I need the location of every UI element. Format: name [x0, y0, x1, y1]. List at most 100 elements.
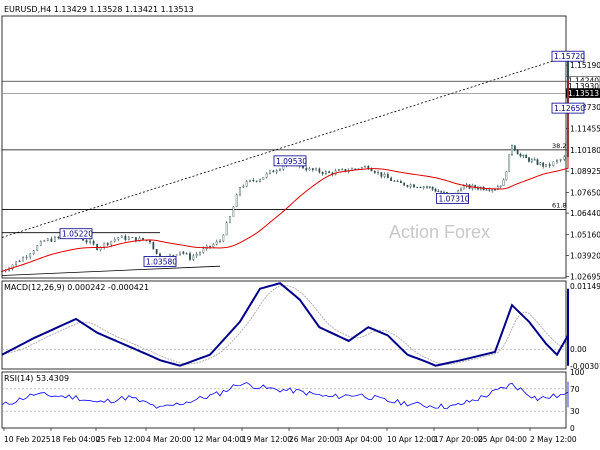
candle-body: [419, 187, 422, 189]
candle-body: [25, 256, 28, 258]
candle-body: [545, 164, 547, 167]
candle-body: [311, 168, 314, 171]
candle-body: [508, 154, 511, 172]
candle-body: [53, 236, 56, 242]
date-tick-label: 26 Mar 20:00: [289, 435, 339, 444]
candle-body: [222, 234, 225, 242]
candle-body: [499, 185, 502, 187]
candle-body: [321, 172, 324, 175]
annotation-label: 1.15720: [554, 52, 585, 61]
candle-body: [192, 255, 195, 260]
candle-body: [36, 245, 39, 251]
candle-body: [393, 180, 396, 182]
macd-line: [1, 282, 569, 367]
candle-body: [328, 171, 331, 173]
chart-title: EURUSD,H4 1.13429 1.13528 1.13421 1.1351…: [4, 5, 194, 14]
candle-body: [239, 187, 241, 195]
candle-body: [127, 237, 130, 241]
macd-tick-label: -0.003072: [570, 362, 600, 371]
candle-body: [409, 184, 412, 187]
candle-body: [175, 254, 178, 256]
price-tick-label: 1.08925: [570, 167, 600, 176]
candle-body: [308, 168, 311, 171]
candle-body: [567, 67, 569, 80]
candle-body: [522, 155, 525, 157]
macd-tick-label: 0.011499: [570, 282, 600, 291]
rsi-title: RSI(14) 53.4309: [4, 374, 69, 383]
rsi-line: [1, 381, 569, 410]
candle-body: [259, 179, 261, 182]
candle-body: [431, 186, 434, 190]
candle-body: [491, 189, 494, 191]
candle-body: [516, 150, 519, 155]
candle-body: [383, 174, 386, 177]
candle-body: [315, 168, 317, 171]
candle-body: [172, 254, 175, 256]
price-tick-label: 1.10180: [570, 146, 600, 155]
price-tick-label: 1.03920: [570, 252, 600, 261]
candle-body: [400, 181, 402, 184]
date-tick-label: 10 Feb 2025: [4, 435, 51, 444]
candle-body: [120, 235, 123, 238]
candle-body: [373, 170, 376, 174]
trendline: [1, 55, 569, 238]
candle-body: [324, 171, 327, 175]
date-tick-label: 18 Feb 04:00: [51, 435, 100, 444]
main-panel-frame: [1, 15, 567, 279]
candle-body: [209, 245, 211, 247]
candle-body: [502, 179, 505, 186]
candle-body: [528, 157, 530, 162]
candle-body: [462, 185, 465, 190]
trendline: [1, 265, 221, 276]
candle-body: [539, 162, 542, 165]
candle-body: [252, 179, 255, 182]
candle-body: [255, 180, 258, 182]
candle-body: [46, 238, 49, 241]
candle-body: [513, 145, 516, 151]
candle-body: [245, 181, 248, 187]
annotation-box: [551, 102, 585, 114]
candle-body: [89, 240, 91, 243]
candle-body: [85, 240, 88, 243]
annotation-label: 1.09530: [276, 157, 307, 166]
candle-body: [396, 180, 399, 182]
date-tick-label: 25 Feb 12:00: [96, 435, 145, 444]
candle-body: [50, 238, 53, 242]
candle-body: [403, 182, 406, 186]
candle-body: [279, 169, 281, 171]
candle-body: [185, 253, 188, 255]
candle-body: [265, 173, 268, 178]
candle-body: [525, 155, 528, 158]
candle-body: [563, 156, 566, 160]
annotation-label: 1.05220: [62, 230, 93, 239]
candle-body: [406, 185, 409, 187]
candle-body: [519, 154, 522, 157]
candle-body: [377, 172, 379, 174]
price-label-box: [565, 88, 600, 98]
candle-body: [460, 188, 462, 191]
candle-body: [18, 261, 21, 263]
candle-body: [202, 248, 205, 253]
candle-body: [440, 191, 443, 193]
candle-body: [275, 170, 278, 173]
candle-body: [443, 191, 445, 193]
candle-body: [43, 240, 46, 242]
candle-body: [485, 189, 488, 191]
annotation-box: [551, 50, 585, 62]
candle-body: [360, 167, 363, 170]
date-tick-label: 3 Apr 04:00: [338, 435, 382, 444]
candle-body: [282, 165, 285, 170]
candle-body: [155, 249, 158, 254]
candle-body: [416, 186, 419, 188]
annotation-box: [436, 192, 469, 204]
price-tick-label: 1.15190: [570, 61, 600, 70]
price-tick-label: 1.12730: [570, 103, 600, 112]
candle-body: [272, 170, 275, 173]
macd-panel-frame: [1, 280, 567, 370]
candle-body: [117, 237, 120, 240]
candle-body: [413, 184, 415, 188]
rsi-tick-label: 0: [570, 424, 575, 433]
candle-body: [179, 251, 181, 255]
candle-body: [536, 159, 539, 165]
candle-body: [556, 160, 558, 163]
